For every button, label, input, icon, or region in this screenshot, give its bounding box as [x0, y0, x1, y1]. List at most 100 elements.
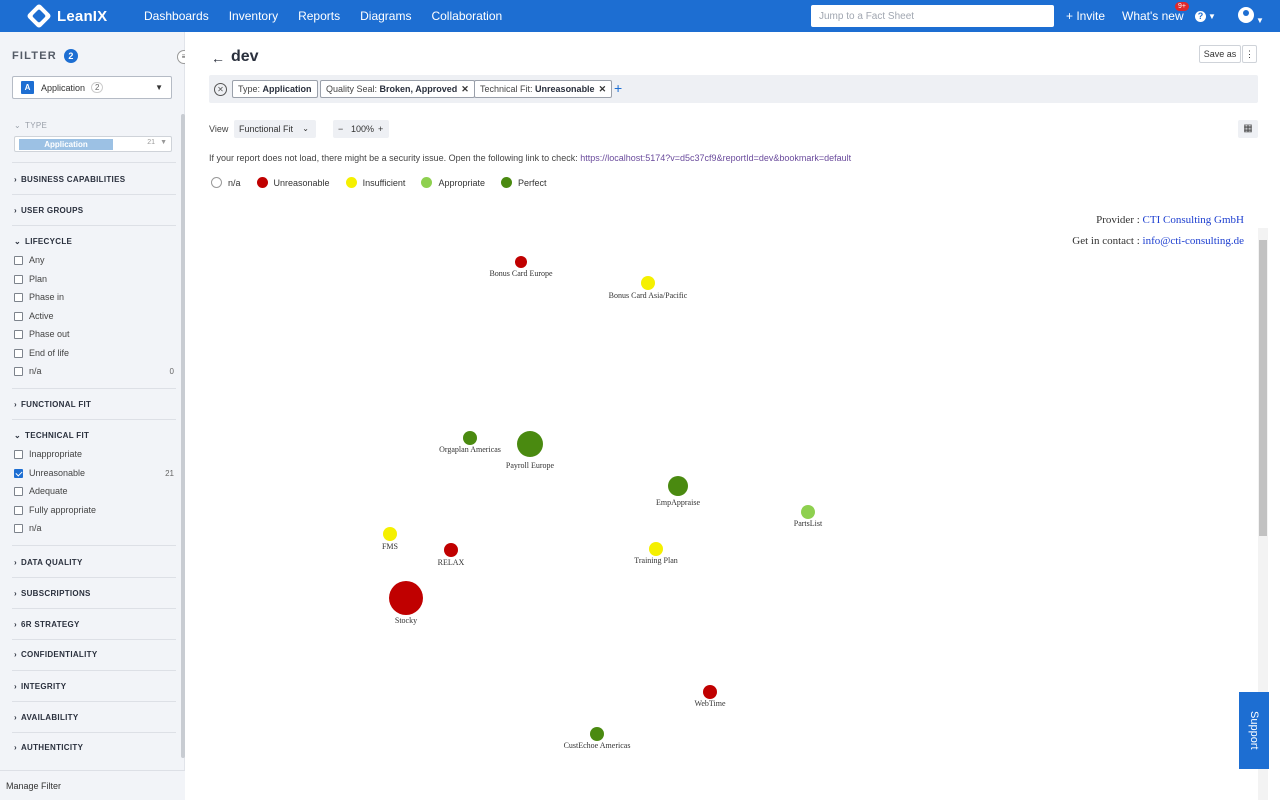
- bubble-stocky[interactable]: [389, 581, 423, 615]
- user-menu-button[interactable]: ▼: [1238, 7, 1264, 26]
- section-type[interactable]: ⌄ TYPE: [14, 121, 47, 130]
- nav-reports[interactable]: Reports: [298, 9, 341, 23]
- section-label: AVAILABILITY: [20, 713, 79, 722]
- security-check-link[interactable]: https://localhost:5174?v=d5c37cf9&report…: [580, 153, 852, 163]
- filter-count-badge: 2: [63, 49, 78, 63]
- back-arrow-icon[interactable]: ←: [211, 50, 225, 66]
- bubble-fms[interactable]: [383, 527, 397, 541]
- bubble-relax[interactable]: [444, 543, 458, 557]
- checkbox-checked[interactable]: [14, 468, 23, 478]
- technical-fit-option[interactable]: Inappropriate: [14, 449, 174, 459]
- help-menu-button[interactable]: ? ▼: [1195, 8, 1216, 22]
- checkbox[interactable]: [14, 329, 23, 339]
- zoom-in-button[interactable]: +: [378, 124, 384, 134]
- save-as-button[interactable]: Save as: [1199, 45, 1241, 63]
- section-lifecycle[interactable]: ⌄ LIFECYCLE: [14, 237, 72, 246]
- section-functional-fit[interactable]: › FUNCTIONAL FIT: [14, 400, 91, 409]
- checkbox[interactable]: [14, 292, 23, 302]
- filter-chip-quality-seal[interactable]: Quality Seal: Broken, Approved ✕: [320, 80, 475, 98]
- bubble-custechoe-americas[interactable]: [590, 727, 604, 741]
- technical-fit-option[interactable]: Adequate: [14, 486, 174, 496]
- type-chip-application[interactable]: Application: [19, 139, 113, 150]
- invite-button[interactable]: + Invite: [1066, 9, 1106, 23]
- contact-email-link[interactable]: info@cti-consulting.de: [1142, 235, 1244, 247]
- checkbox[interactable]: [14, 366, 23, 376]
- type-chip-select[interactable]: Application 21 ▼: [14, 136, 172, 152]
- section-availability[interactable]: › AVAILABILITY: [14, 713, 79, 722]
- lifecycle-option[interactable]: Plan: [14, 274, 174, 284]
- chart-scrollbar[interactable]: [1258, 228, 1268, 800]
- lifecycle-option[interactable]: n/a 0: [14, 366, 174, 376]
- view-select[interactable]: Functional Fit ⌄: [234, 120, 316, 138]
- bubble-orgaplan-americas[interactable]: [463, 431, 477, 445]
- bubble-partslist[interactable]: [801, 505, 815, 519]
- nav-diagrams[interactable]: Diagrams: [360, 9, 412, 23]
- bubble-webtime[interactable]: [703, 685, 717, 699]
- checkbox[interactable]: [14, 486, 23, 496]
- main-nav: Dashboards Inventory Reports Diagrams Co…: [144, 9, 522, 23]
- lifecycle-option[interactable]: Phase in: [14, 292, 174, 302]
- section-data-quality[interactable]: › DATA QUALITY: [14, 558, 83, 567]
- add-filter-icon[interactable]: +: [614, 80, 623, 96]
- technical-fit-option[interactable]: Unreasonable 21: [14, 468, 174, 478]
- lifecycle-option[interactable]: End of life: [14, 348, 174, 358]
- checkbox[interactable]: [14, 274, 23, 284]
- checkbox[interactable]: [14, 255, 23, 265]
- bubble-bonus-card-europe[interactable]: [515, 256, 527, 268]
- bubble-training-plan[interactable]: [649, 542, 663, 556]
- nav-inventory[interactable]: Inventory: [228, 9, 279, 23]
- checkbox[interactable]: [14, 449, 23, 459]
- option-label: Unreasonable: [29, 468, 86, 478]
- page-title: dev: [231, 48, 259, 65]
- close-icon[interactable]: ✕: [461, 84, 469, 94]
- provider-line: Provider : CTI Consulting GmbH: [1096, 214, 1244, 226]
- bubble-chart: Provider : CTI Consulting GmbH Get in co…: [185, 202, 1257, 800]
- technical-fit-option[interactable]: Fully appropriate: [14, 505, 174, 515]
- section-label: SUBSCRIPTIONS: [20, 589, 91, 598]
- fact-sheet-type-select[interactable]: A Application 2 ▼: [12, 76, 172, 99]
- nav-collaboration[interactable]: Collaboration: [431, 9, 503, 23]
- fact-sheet-search-input[interactable]: [811, 5, 1054, 27]
- filter-chip-value: Unreasonable: [535, 84, 595, 94]
- checkbox[interactable]: [14, 523, 23, 533]
- section-6r-strategy[interactable]: › 6R STRATEGY: [14, 620, 80, 629]
- close-icon[interactable]: ✕: [598, 84, 607, 94]
- scrollbar-thumb[interactable]: [1259, 240, 1267, 536]
- section-subscriptions[interactable]: › SUBSCRIPTIONS: [14, 589, 91, 598]
- lifecycle-option[interactable]: Active: [14, 311, 174, 321]
- legend-label: Perfect: [517, 177, 547, 188]
- bubble-empappraise[interactable]: [668, 476, 688, 496]
- section-confidentiality[interactable]: › CONFIDENTIALITY: [14, 650, 97, 659]
- zoom-out-button[interactable]: −: [338, 124, 344, 134]
- technical-fit-option[interactable]: n/a: [14, 523, 174, 533]
- table-view-icon[interactable]: ▦: [1238, 120, 1258, 138]
- chevron-right-icon: ›: [14, 175, 17, 184]
- lifecycle-option[interactable]: Any: [14, 255, 174, 265]
- chevron-down-icon: ▼: [1208, 12, 1216, 21]
- checkbox[interactable]: [14, 311, 23, 321]
- support-button[interactable]: Support: [1239, 692, 1269, 769]
- leanix-logo[interactable]: LeanIX: [26, 3, 130, 29]
- filter-chip-technical-fit[interactable]: Technical Fit: Unreasonable ✕: [474, 80, 613, 98]
- provider-link[interactable]: CTI Consulting GmbH: [1142, 214, 1244, 226]
- section-integrity[interactable]: › INTEGRITY: [14, 682, 66, 691]
- more-options-icon[interactable]: ⋮: [1242, 45, 1257, 63]
- checkbox[interactable]: [14, 505, 23, 515]
- lifecycle-option[interactable]: Phase out: [14, 329, 174, 339]
- whats-new-button[interactable]: What's new: [1122, 9, 1184, 23]
- section-business-capabilities[interactable]: › BUSINESS CAPABILITIES: [14, 175, 125, 184]
- bubble-bonus-card-asia-pacific[interactable]: [641, 276, 655, 290]
- section-technical-fit[interactable]: ⌄ TECHNICAL FIT: [14, 431, 89, 440]
- manage-filter-link[interactable]: Manage Filter: [0, 770, 185, 800]
- option-label: Inappropriate: [29, 449, 83, 459]
- clear-filters-icon[interactable]: ✕: [214, 83, 227, 96]
- nav-dashboards[interactable]: Dashboards: [144, 9, 209, 23]
- sidebar-scrollbar[interactable]: [181, 114, 185, 758]
- filter-chip-type[interactable]: Type: Application: [232, 80, 318, 98]
- legend-dot: [256, 177, 268, 188]
- section-authenticity[interactable]: › AUTHENTICITY: [14, 743, 83, 752]
- section-user-groups[interactable]: › USER GROUPS: [14, 206, 83, 215]
- zoom-control: − 100% +: [333, 120, 389, 138]
- checkbox[interactable]: [14, 348, 23, 358]
- bubble-payroll-europe[interactable]: [517, 431, 543, 457]
